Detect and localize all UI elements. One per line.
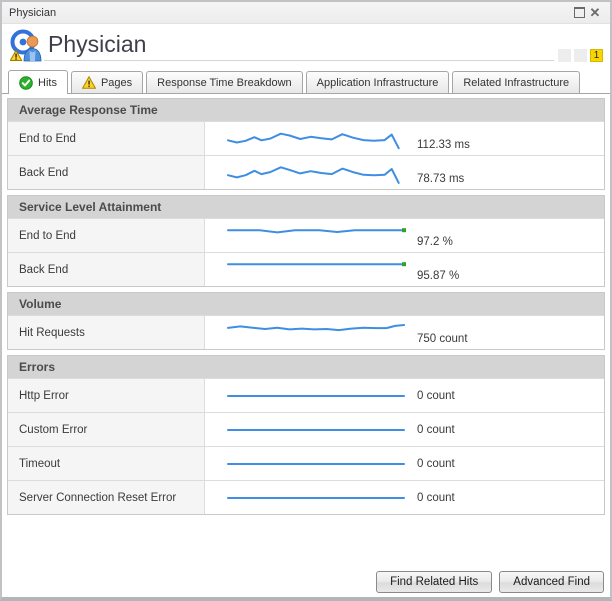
- tab-bar: Hits Pages Response Time Breakdown Appli…: [2, 70, 610, 94]
- sparkline-chart: [226, 316, 408, 342]
- tab-label: Response Time Breakdown: [157, 76, 292, 89]
- metric-value: 112.33 ms: [417, 138, 470, 151]
- tab-response-time-breakdown[interactable]: Response Time Breakdown: [146, 71, 303, 93]
- metric-label: Timeout: [8, 447, 205, 480]
- dashlet-header: Physician 1: [2, 24, 610, 70]
- physician-application-icon: [9, 28, 44, 62]
- find-related-hits-button[interactable]: Find Related Hits: [376, 571, 493, 593]
- metric-label: Custom Error: [8, 413, 205, 446]
- section-service-level-attainment: Service Level Attainment End to End 97.2…: [7, 195, 605, 287]
- tab-related-infrastructure[interactable]: Related Infrastructure: [452, 71, 581, 93]
- advanced-find-button[interactable]: Advanced Find: [499, 571, 604, 593]
- tab-application-infrastructure[interactable]: Application Infrastructure: [305, 71, 450, 93]
- window-titlebar[interactable]: Physician ✕: [2, 2, 610, 24]
- tab-hits[interactable]: Hits: [8, 70, 68, 94]
- metric-label: Http Error: [8, 379, 205, 412]
- tab-pages[interactable]: Pages: [70, 71, 144, 93]
- tab-label: Related Infrastructure: [463, 76, 570, 89]
- metric-row-timeout[interactable]: Timeout 0 count: [8, 446, 604, 480]
- section-header: Service Level Attainment: [8, 196, 604, 218]
- metric-value: 0 count: [417, 423, 455, 436]
- sparkline-chart: [226, 253, 408, 279]
- metric-value: 95.87 %: [417, 269, 460, 282]
- metric-label: Server Connection Reset Error: [8, 481, 205, 514]
- sparkline-chart: [226, 417, 408, 443]
- metric-label: End to End: [8, 219, 205, 252]
- metric-row-back-end[interactable]: Back End 95.87 %: [8, 252, 604, 286]
- status-warning-icon: [81, 76, 96, 89]
- page-title: Physician: [48, 31, 147, 57]
- section-title: Service Level Attainment: [19, 200, 162, 214]
- section-title: Errors: [19, 360, 56, 374]
- title-underline: [44, 60, 554, 61]
- status-ok-icon: [19, 75, 33, 90]
- metric-row-hit-requests[interactable]: Hit Requests 750 count: [8, 315, 604, 349]
- metric-label: End to End: [8, 122, 205, 155]
- footer-button-bar: Find Related Hits Advanced Find: [376, 571, 604, 593]
- maximize-icon: [573, 7, 585, 18]
- metric-value: 0 count: [417, 491, 455, 504]
- section-title: Average Response Time: [19, 103, 158, 117]
- sparkline-chart: [226, 485, 408, 511]
- sparkline-chart: [226, 383, 408, 409]
- section-header: Errors: [8, 356, 604, 378]
- close-button[interactable]: ✕: [587, 5, 603, 21]
- metric-row-http-error[interactable]: Http Error 0 count: [8, 378, 604, 412]
- section-title: Volume: [19, 297, 62, 311]
- section-header: Average Response Time: [8, 99, 604, 121]
- metric-value: 0 count: [417, 457, 455, 470]
- tab-label: Hits: [38, 76, 57, 89]
- tab-label: Pages: [100, 76, 133, 89]
- maximize-button[interactable]: [571, 5, 587, 21]
- severity-indicator-boxes: 1: [558, 49, 603, 62]
- metric-label: Back End: [8, 253, 205, 286]
- severity-box-empty: [558, 49, 571, 62]
- sparkline-chart: [226, 219, 408, 245]
- sparkline-chart: [226, 160, 408, 186]
- metric-label: Hit Requests: [8, 316, 205, 349]
- section-errors: Errors Http Error 0 count Custom Error 0…: [7, 355, 605, 515]
- sparkline-chart: [226, 126, 408, 152]
- hits-tab-content: Average Response Time End to End 112.33 …: [2, 94, 610, 515]
- severity-box-warning-count[interactable]: 1: [590, 49, 603, 62]
- severity-box-empty: [574, 49, 587, 62]
- metric-row-end-to-end[interactable]: End to End 97.2 %: [8, 218, 604, 252]
- metric-value: 97.2 %: [417, 235, 453, 248]
- section-volume: Volume Hit Requests 750 count: [7, 292, 605, 350]
- section-header: Volume: [8, 293, 604, 315]
- metric-value: 0 count: [417, 389, 455, 402]
- tab-label: Application Infrastructure: [316, 76, 439, 89]
- metric-row-server-connection-reset-error[interactable]: Server Connection Reset Error 0 count: [8, 480, 604, 514]
- section-average-response-time: Average Response Time End to End 112.33 …: [7, 98, 605, 190]
- metric-row-back-end[interactable]: Back End 78.73 ms: [8, 155, 604, 189]
- window-title: Physician: [9, 6, 57, 19]
- metric-value: 78.73 ms: [417, 172, 465, 185]
- close-icon: ✕: [589, 5, 601, 20]
- metric-row-custom-error[interactable]: Custom Error 0 count: [8, 412, 604, 446]
- metric-label: Back End: [8, 156, 205, 189]
- metric-row-end-to-end[interactable]: End to End 112.33 ms: [8, 121, 604, 155]
- sparkline-chart: [226, 451, 408, 477]
- metric-value: 750 count: [417, 332, 468, 345]
